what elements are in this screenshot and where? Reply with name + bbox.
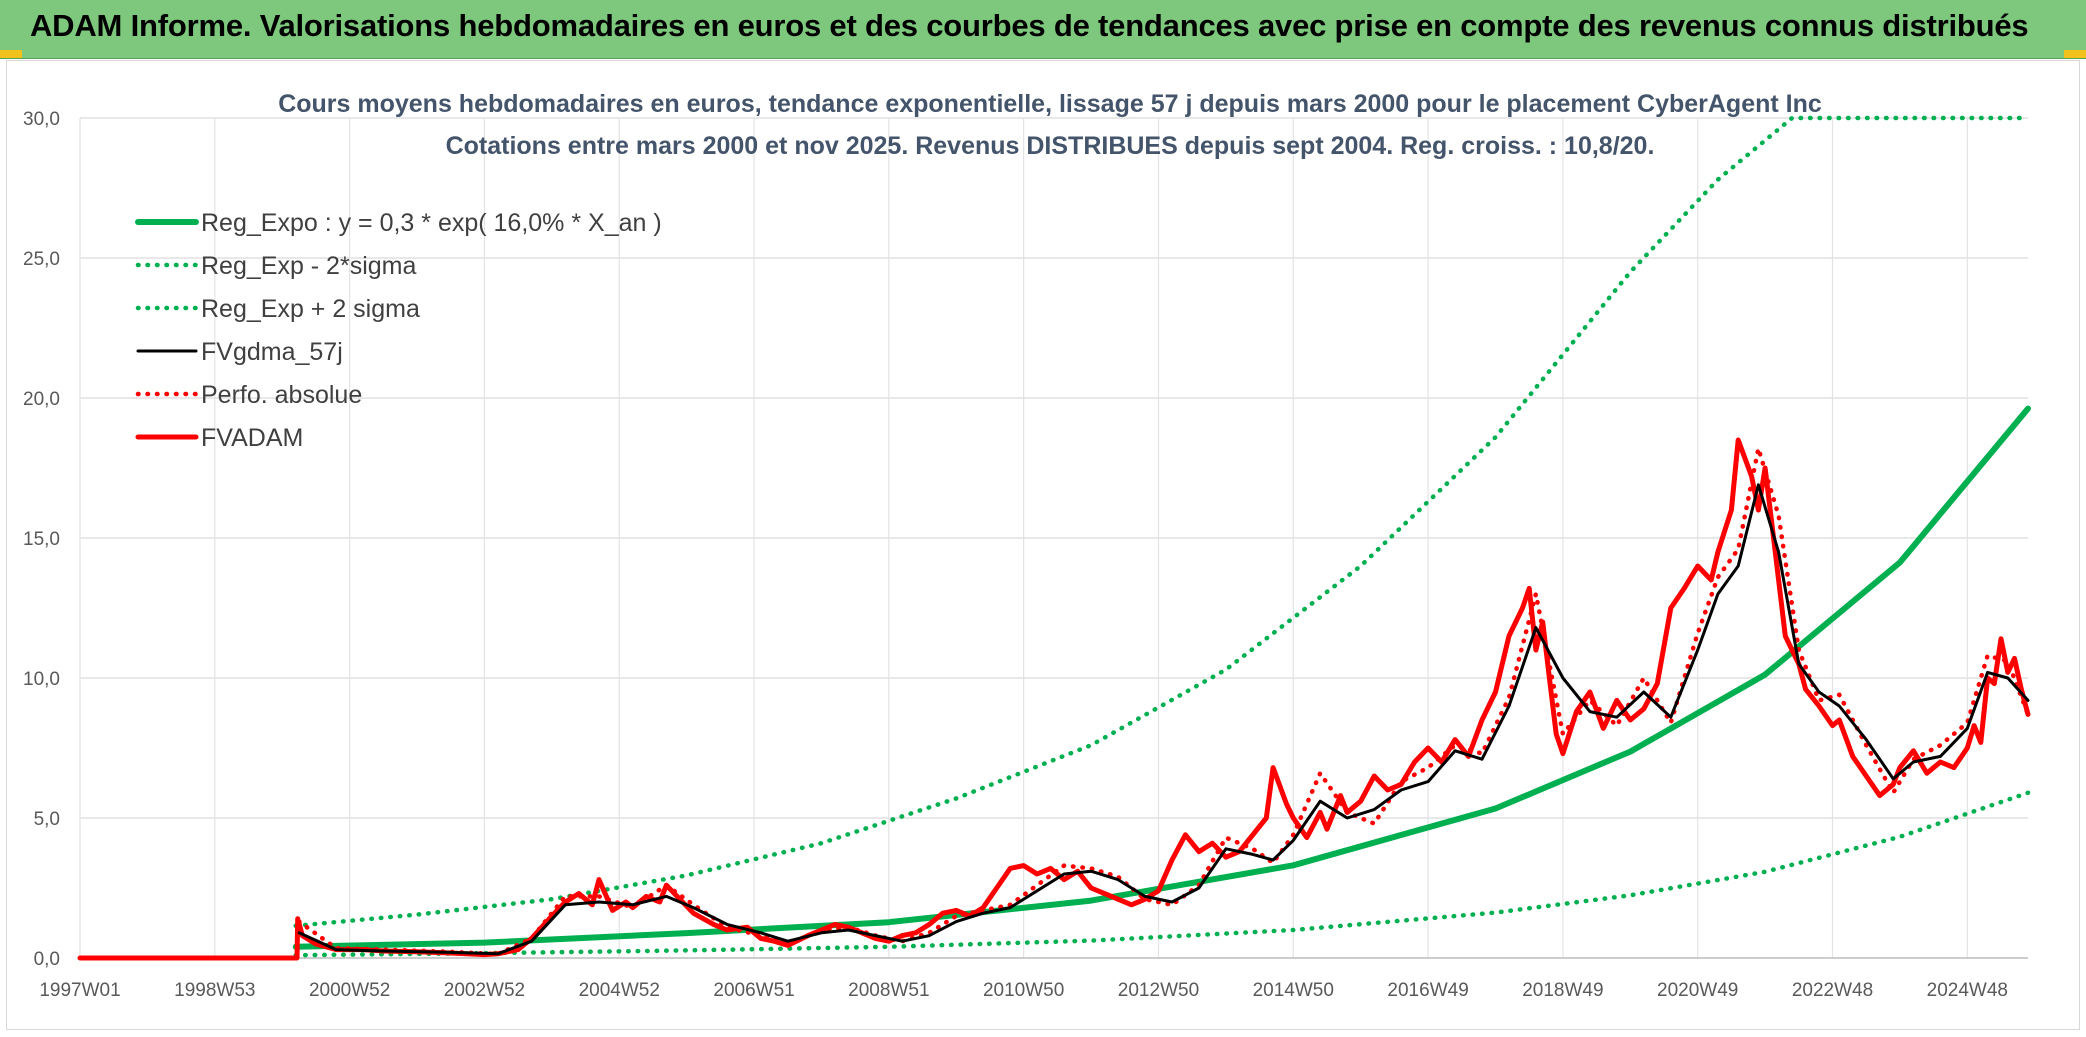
banner-title: ADAM Informe. Valorisations hebdomadaire…	[30, 8, 2029, 43]
corner-accent-left	[0, 50, 22, 58]
x-tick-label: 2002W52	[444, 980, 525, 1001]
corner-accent-right	[2064, 50, 2086, 58]
x-tick-label: 2004W52	[579, 980, 660, 1001]
y-tick-label: 15,0	[23, 529, 60, 550]
series-layer	[77, 115, 2031, 961]
x-tick-label: 1997W01	[39, 980, 120, 1001]
legend-label: Reg_Expo : y = 0,3 * exp( 16,0% * X_an )	[201, 209, 662, 237]
title-banner: ADAM Informe. Valorisations hebdomadaire…	[0, 0, 2086, 59]
chart-frame	[6, 60, 2080, 1030]
y-tick-label: 5,0	[34, 809, 60, 830]
legend-label: Perfo. absolue	[201, 381, 362, 409]
series-line-1	[293, 790, 2031, 958]
legend-label: Reg_Exp - 2*sigma	[201, 252, 416, 280]
legend-label: FVADAM	[201, 424, 303, 452]
legend: Reg_Expo : y = 0,3 * exp( 16,0% * X_an )…	[135, 209, 662, 452]
x-tick-label: 2018W49	[1522, 980, 1603, 1001]
chart-title: Cours moyens hebdomadaires en euros, ten…	[278, 90, 1822, 118]
y-tick-label: 30,0	[23, 109, 60, 130]
y-tick-label: 10,0	[23, 669, 60, 690]
y-tick-label: 0,0	[34, 949, 60, 970]
x-tick-label: 2008W51	[848, 980, 929, 1001]
chart-subtitle: Cotations entre mars 2000 et nov 2025. R…	[446, 132, 1655, 160]
y-tick-label: 25,0	[23, 249, 60, 270]
grid	[79, 117, 2028, 959]
legend-label: FVgdma_57j	[201, 338, 343, 366]
y-tick-label: 20,0	[23, 389, 60, 410]
x-tick-label: 2022W48	[1792, 980, 1873, 1001]
x-tick-label: 2024W48	[1927, 980, 2008, 1001]
x-axis-ticks: 1997W01 1998W53 2000W52 2002W52 2004W52 2006W…	[39, 980, 2008, 1001]
x-tick-label: 2020W49	[1657, 980, 1738, 1001]
x-tick-label: 2012W50	[1118, 980, 1199, 1001]
series-line-0	[292, 405, 2031, 950]
x-tick-label: 2016W49	[1387, 980, 1468, 1001]
series-line-3	[297, 483, 2030, 956]
y-axis-ticks: 0,0 5,0 10,0 15,0 20,0 25,0 30,0	[23, 109, 60, 970]
x-tick-label: 2006W51	[713, 980, 794, 1001]
x-tick-label: 2010W50	[983, 980, 1064, 1001]
x-tick-label: 2000W52	[309, 980, 390, 1001]
legend-label: Reg_Exp + 2 sigma	[201, 295, 420, 323]
x-tick-label: 1998W53	[174, 980, 255, 1001]
x-tick-label: 2014W50	[1253, 980, 1334, 1001]
